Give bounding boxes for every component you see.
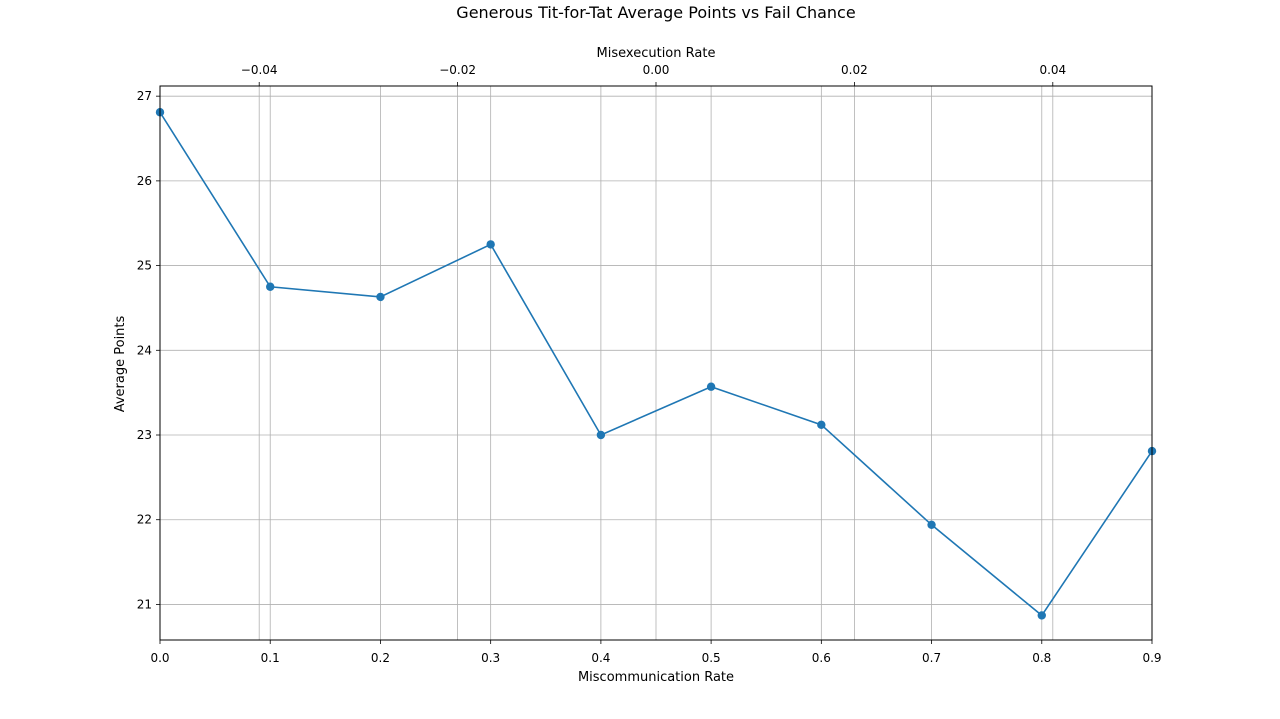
y-tick-label: 27: [137, 89, 152, 103]
tick-labels: 0.0 0.1 0.2 0.3 0.4 0.5 0.6 0.7 0.8 0.9 −0.04 −0.02…: [137, 63, 1162, 665]
y-tick-label: 23: [137, 428, 152, 442]
x-tick-label: 0.8: [1032, 651, 1051, 665]
x2-axis-label: Misexecution Rate: [597, 46, 716, 61]
data-point: [1037, 611, 1046, 620]
x2-tick-label: 0.02: [841, 63, 868, 77]
x2-tick-label: 0.00: [643, 63, 670, 77]
data-point: [706, 382, 716, 391]
x-tick-label: 0.6: [812, 651, 831, 665]
x-tick-label: 0.0: [150, 651, 169, 665]
data-point: [266, 282, 275, 291]
data-point: [596, 430, 606, 440]
x-tick-label: 0.5: [702, 651, 721, 665]
data-point: [927, 520, 936, 529]
x-tick-label: 0.7: [922, 651, 941, 665]
data-point: [817, 420, 826, 430]
y-tick-label: 25: [137, 259, 152, 273]
x-tick-label: 0.9: [1142, 651, 1161, 665]
y-tick-label: 24: [137, 343, 152, 357]
x-axis-label: Miscommunication Rate: [578, 670, 734, 685]
y-tick-label: 21: [137, 597, 152, 611]
x-tick-label: 0.1: [261, 651, 280, 665]
series-line: [159, 111, 1153, 617]
y-tick-label: 22: [137, 513, 152, 527]
x-tick-label: 0.2: [371, 651, 390, 665]
data-point: [486, 240, 495, 249]
x2-tick-label: −0.02: [439, 63, 476, 77]
series-lines: [159, 111, 1153, 617]
x2-tick-label: −0.04: [241, 63, 278, 77]
x-tick-label: 0.4: [591, 651, 610, 665]
chart-title: Generous Tit-for-Tat Average Points vs F…: [456, 3, 855, 22]
x-tick-label: 0.3: [481, 651, 500, 665]
y-axis-label: Average Points: [113, 315, 128, 412]
grid: [159, 86, 1153, 640]
axes: [156, 82, 1153, 644]
y-tick-label: 26: [137, 174, 152, 188]
data-point: [376, 292, 385, 302]
x2-tick-label: 0.04: [1039, 63, 1066, 77]
